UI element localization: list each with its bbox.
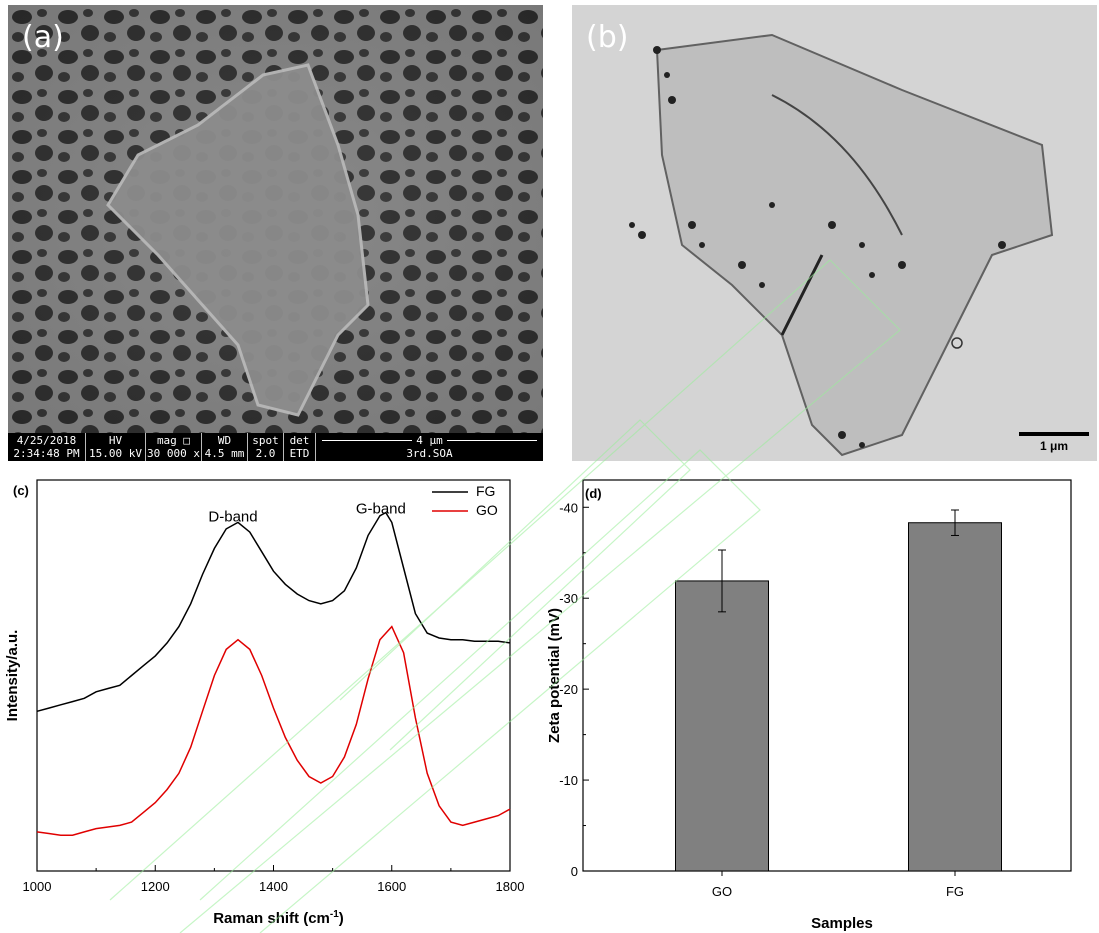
- raman-spectra-chart: 1000 1200 1400 1600 1800 FG GO D-band G-band (c) R…: [4, 479, 525, 927]
- sem-hv-value: 15.00 kV: [89, 447, 142, 460]
- y-axis-label: Intensity/a.u.: [4, 630, 21, 722]
- sem-spot-label: spot: [252, 434, 279, 447]
- series-line-go: [36, 625, 511, 836]
- bar-go: [675, 580, 769, 872]
- graphene-flake: [655, 33, 1054, 457]
- tem-micrograph-image: [572, 5, 1097, 461]
- x-tick-label: 1400: [259, 879, 288, 894]
- panel-c-label: (c): [13, 483, 29, 498]
- sem-time: 2:34:48 PM: [13, 447, 80, 460]
- sem-det-value: ETD: [289, 447, 310, 460]
- sem-hv-label: HV: [108, 434, 123, 447]
- tem-scale-bar: 1 μm: [1019, 432, 1089, 453]
- x-tick-label: 1200: [141, 879, 170, 894]
- x-tick-label: 1000: [23, 879, 52, 894]
- x-tick-label-fg: FG: [946, 884, 964, 899]
- sem-mag-value: 30 000 x: [147, 447, 200, 460]
- sem-micrograph-image: [8, 5, 543, 433]
- y-tick-label: 0: [571, 864, 578, 879]
- sem-mag-label: mag □: [156, 434, 191, 447]
- sem-wd-label: WD: [217, 434, 232, 447]
- panel-a-label: (a): [22, 20, 64, 55]
- bar-fg: [908, 522, 1002, 872]
- x-tick-label-go: GO: [712, 884, 732, 899]
- x-tick-label: 1600: [377, 879, 406, 894]
- annotation-g-band: G-band: [356, 500, 406, 517]
- x-axis-label: Samples: [811, 915, 873, 932]
- panel-d-label: (d): [585, 486, 602, 501]
- sem-sample-name: 3rd.SOA: [406, 447, 453, 460]
- sem-scale-label: 4 μm: [412, 434, 447, 447]
- sem-wd-value: 4.5 mm: [204, 447, 245, 460]
- x-axis-label: Raman shift (cm-1): [213, 909, 344, 927]
- tem-micrograph-panel: (b) 1 μm: [572, 5, 1097, 461]
- series-line-fg: [36, 511, 511, 713]
- sem-date: 4/25/2018: [16, 434, 77, 447]
- tem-scale-label: 1 μm: [1039, 439, 1069, 453]
- y-tick-label: -10: [559, 773, 578, 788]
- sem-scale-bar: 4 μm: [316, 434, 543, 447]
- y-tick-label: -30: [559, 591, 578, 606]
- legend-label-go: GO: [476, 502, 498, 518]
- panel-b-label: (b): [586, 20, 629, 55]
- sem-micrograph-panel: (a) 4/25/2018 2:34:48 PM HV 15.00 kV mag □…: [8, 5, 543, 461]
- legend-label-fg: FG: [476, 483, 495, 499]
- annotation-d-band: D-band: [208, 508, 257, 525]
- plot-frame: [36, 479, 511, 872]
- y-tick-label: -40: [559, 500, 578, 515]
- sem-det-label: det: [289, 434, 310, 447]
- sem-info-bar: 4/25/2018 2:34:48 PM HV 15.00 kV mag □ 30 0…: [8, 433, 543, 461]
- sem-spot-value: 2.0: [255, 447, 276, 460]
- x-tick-label: 1800: [496, 879, 525, 894]
- y-axis-label: Zeta potential (mV): [546, 608, 563, 743]
